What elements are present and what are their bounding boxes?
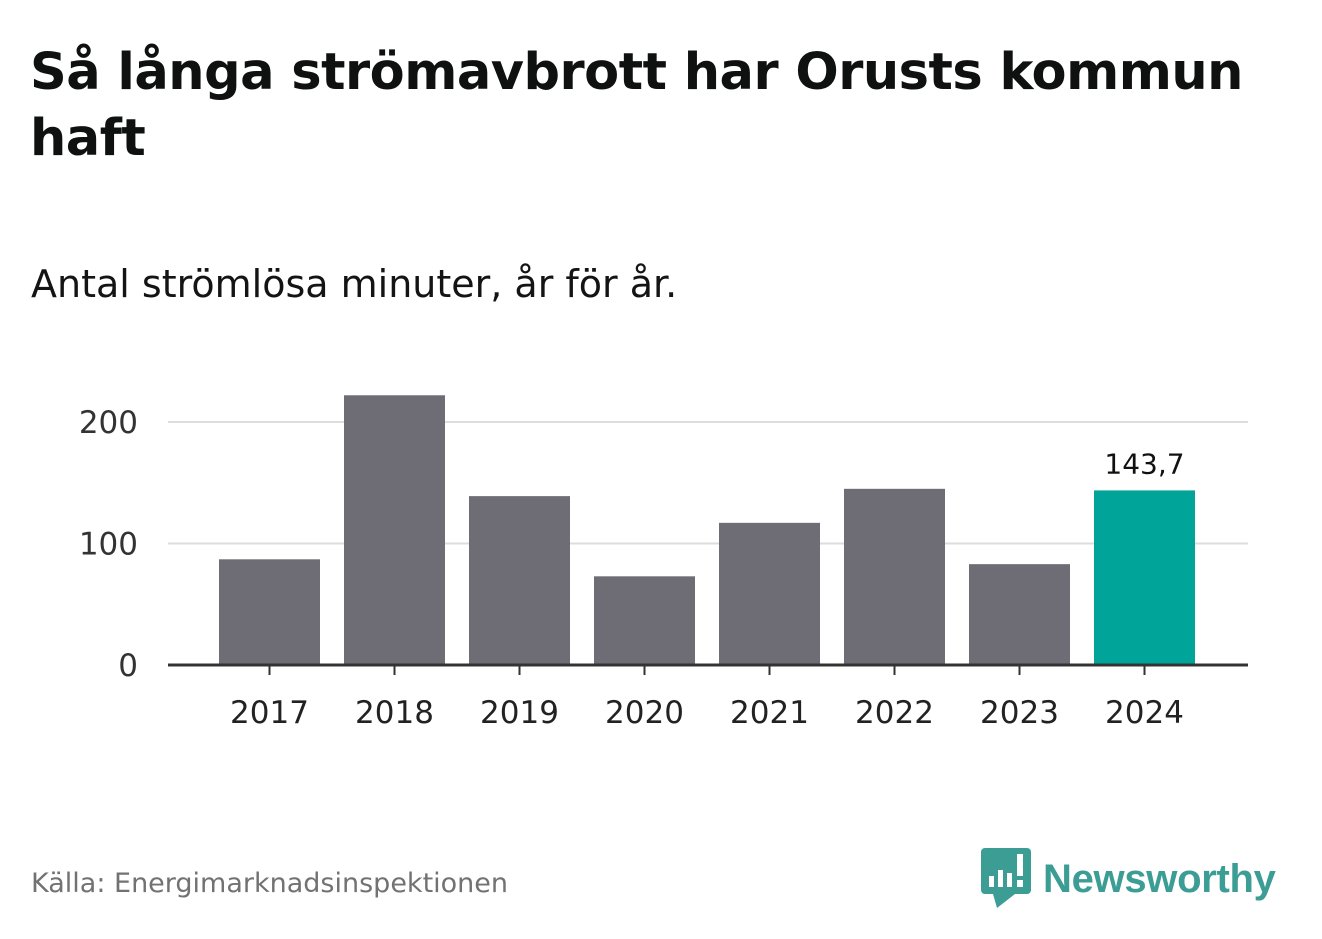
y-tick-label: 100 (79, 527, 138, 563)
bar-2017 (219, 559, 320, 665)
x-tick-label: 2022 (855, 695, 934, 731)
x-tick-label: 2020 (605, 695, 684, 731)
bar-2023 (969, 564, 1070, 665)
x-tick-label: 2019 (480, 695, 559, 731)
bar-2020 (594, 576, 695, 665)
y-tick-label: 0 (118, 648, 138, 684)
bar-2024 (1094, 490, 1195, 665)
chart-subtitle: Antal strömlösa minuter, år för år. (31, 262, 678, 306)
x-tick-label: 2024 (1105, 695, 1184, 731)
data-label: 143,7 (1104, 447, 1184, 480)
bar-2018 (344, 395, 445, 665)
brand-name: Newsworthy (1043, 856, 1276, 901)
chart-title: Så långa strömavbrott har Orusts kommun … (30, 43, 1244, 168)
x-tick-label: 2023 (980, 695, 1059, 731)
newsworthy-logo: Newsworthy (981, 848, 1276, 910)
x-tick-label: 2018 (355, 695, 434, 731)
bar-chart-speech-bubble-icon (981, 848, 1031, 908)
bar-2019 (469, 496, 570, 665)
x-tick-label: 2021 (730, 695, 809, 731)
x-tick-label: 2017 (230, 695, 309, 731)
bar-2021 (719, 522, 820, 665)
bar-chart: 0 100 200 2017 2018 2019 2020 2021 2022 2023 2024 1… (79, 395, 1248, 731)
y-tick-label: 200 (79, 405, 138, 441)
bar-2022 (844, 488, 945, 665)
source-note: Källa: Energimarknadsinspektionen (31, 868, 509, 899)
